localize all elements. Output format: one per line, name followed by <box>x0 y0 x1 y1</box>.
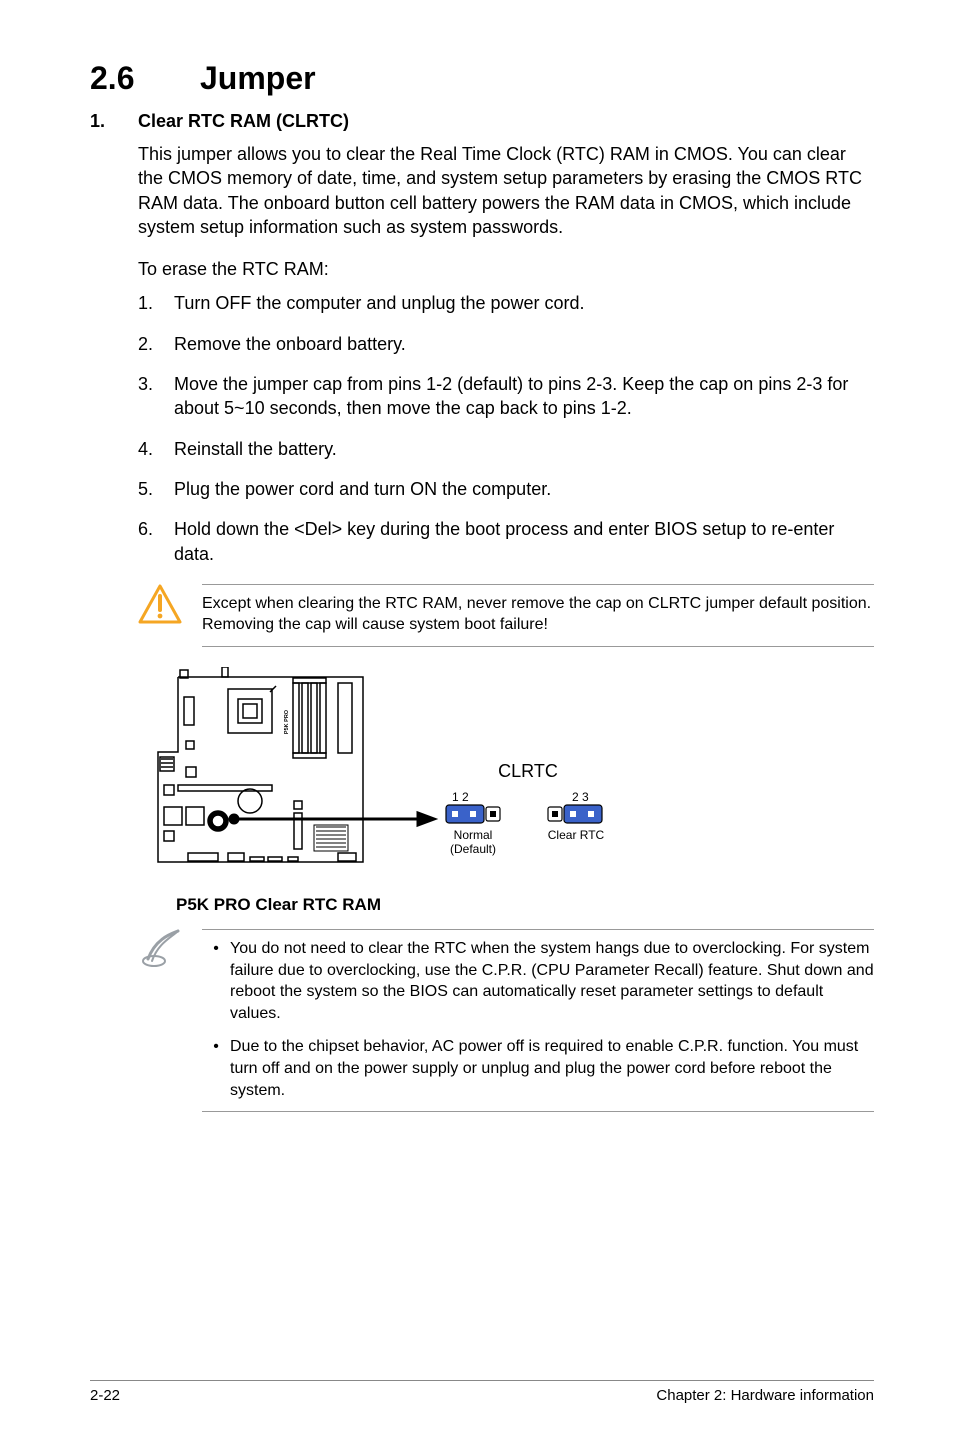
normal-label-1: Normal <box>454 828 493 842</box>
clrtc-label: CLRTC <box>498 761 558 781</box>
list-item: 6.Hold down the <Del> key during the boo… <box>138 517 874 566</box>
to-erase-paragraph: To erase the RTC RAM: <box>138 257 874 281</box>
normal-pins-label: 1 2 <box>452 790 469 804</box>
section-title-text: Jumper <box>200 60 316 96</box>
list-item: 3.Move the jumper cap from pins 1-2 (def… <box>138 372 874 421</box>
bullet-icon: • <box>202 1036 230 1101</box>
info-list: •You do not need to clear the RTC when t… <box>202 938 874 1101</box>
steps-list: 1.Turn OFF the computer and unplug the p… <box>138 291 874 565</box>
step-text: Move the jumper cap from pins 1-2 (defau… <box>174 372 874 421</box>
intro-paragraph: This jumper allows you to clear the Real… <box>138 142 874 239</box>
info-note-text: You do not need to clear the RTC when th… <box>230 938 874 1024</box>
caution-text: Except when clearing the RTC RAM, never … <box>202 584 874 647</box>
info-note-text: Due to the chipset behavior, AC power of… <box>230 1036 874 1101</box>
step-text: Remove the onboard battery. <box>174 332 406 356</box>
step-number: 1. <box>138 291 174 315</box>
section-heading: 2.6Jumper <box>90 60 874 97</box>
chip-label: P5K PRO <box>284 709 290 734</box>
normal-label-2: (Default) <box>450 842 496 856</box>
item-title: Clear RTC RAM (CLRTC) <box>138 111 349 132</box>
diagram-caption: P5K PRO Clear RTC RAM <box>176 895 874 915</box>
info-block: •You do not need to clear the RTC when t… <box>138 929 874 1112</box>
clear-label: Clear RTC <box>548 828 605 842</box>
clear-pins-label: 2 3 <box>572 790 589 804</box>
item-number: 1. <box>90 111 138 132</box>
step-number: 5. <box>138 477 174 501</box>
list-item: 2.Remove the onboard battery. <box>138 332 874 356</box>
caution-icon <box>138 584 182 629</box>
step-text: Reinstall the battery. <box>174 437 337 461</box>
bullet-icon: • <box>202 938 230 1024</box>
step-text: Plug the power cord and turn ON the comp… <box>174 477 551 501</box>
footer-page-number: 2-22 <box>90 1387 120 1404</box>
list-item: 1.Turn OFF the computer and unplug the p… <box>138 291 874 315</box>
section-number: 2.6 <box>90 60 200 97</box>
list-item: 5.Plug the power cord and turn ON the co… <box>138 477 874 501</box>
step-text: Hold down the <Del> key during the boot … <box>174 517 874 566</box>
list-item: •You do not need to clear the RTC when t… <box>202 938 874 1024</box>
motherboard-diagram: P5K PRO CLRTC 1 2 Normal (Default) <box>138 667 874 915</box>
step-number: 2. <box>138 332 174 356</box>
page-footer: 2-22 Chapter 2: Hardware information <box>90 1380 874 1404</box>
list-item: •Due to the chipset behavior, AC power o… <box>202 1036 874 1101</box>
step-number: 6. <box>138 517 174 566</box>
step-text: Turn OFF the computer and unplug the pow… <box>174 291 585 315</box>
footer-chapter: Chapter 2: Hardware information <box>656 1387 874 1404</box>
step-number: 4. <box>138 437 174 461</box>
step-number: 3. <box>138 372 174 421</box>
note-icon <box>138 929 182 978</box>
list-item: 4.Reinstall the battery. <box>138 437 874 461</box>
caution-block: Except when clearing the RTC RAM, never … <box>138 584 874 647</box>
